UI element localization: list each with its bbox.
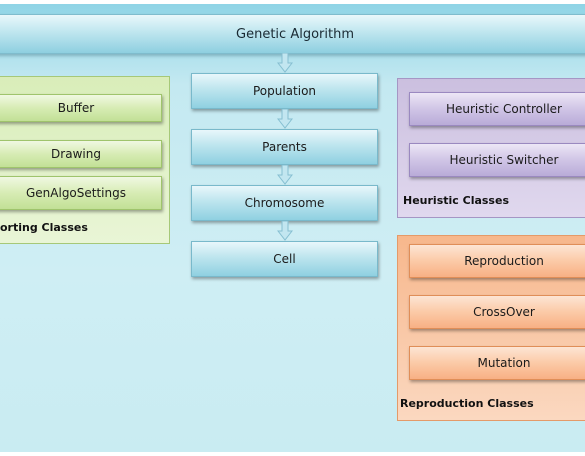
buffer-box: Buffer <box>0 94 162 122</box>
down-arrow-icon <box>277 53 293 73</box>
genalgosettings-box: GenAlgoSettings <box>0 176 162 210</box>
population-box: Population <box>191 73 378 109</box>
down-arrow-icon <box>277 109 293 129</box>
heuristic-classes-title: Heuristic Classes <box>403 194 509 207</box>
supporting-classes-title: orting Classes <box>0 221 88 234</box>
reproduction-box: Reproduction <box>409 244 585 278</box>
down-arrow-icon <box>277 221 293 241</box>
heuristic-controller-box: Heuristic Controller <box>409 92 585 126</box>
mutation-box: Mutation <box>409 346 585 380</box>
diagram-canvas: Genetic Algorithm Buffer Drawing GenAlgo… <box>0 4 585 452</box>
genetic-algorithm-header: Genetic Algorithm <box>0 14 585 54</box>
crossover-box: CrossOver <box>409 295 585 329</box>
chromosome-box: Chromosome <box>191 185 378 221</box>
heuristic-switcher-box: Heuristic Switcher <box>409 143 585 177</box>
drawing-box: Drawing <box>0 140 162 168</box>
cell-box: Cell <box>191 241 378 277</box>
down-arrow-icon <box>277 165 293 185</box>
reproduction-classes-title: Reproduction Classes <box>400 397 534 410</box>
parents-box: Parents <box>191 129 378 165</box>
